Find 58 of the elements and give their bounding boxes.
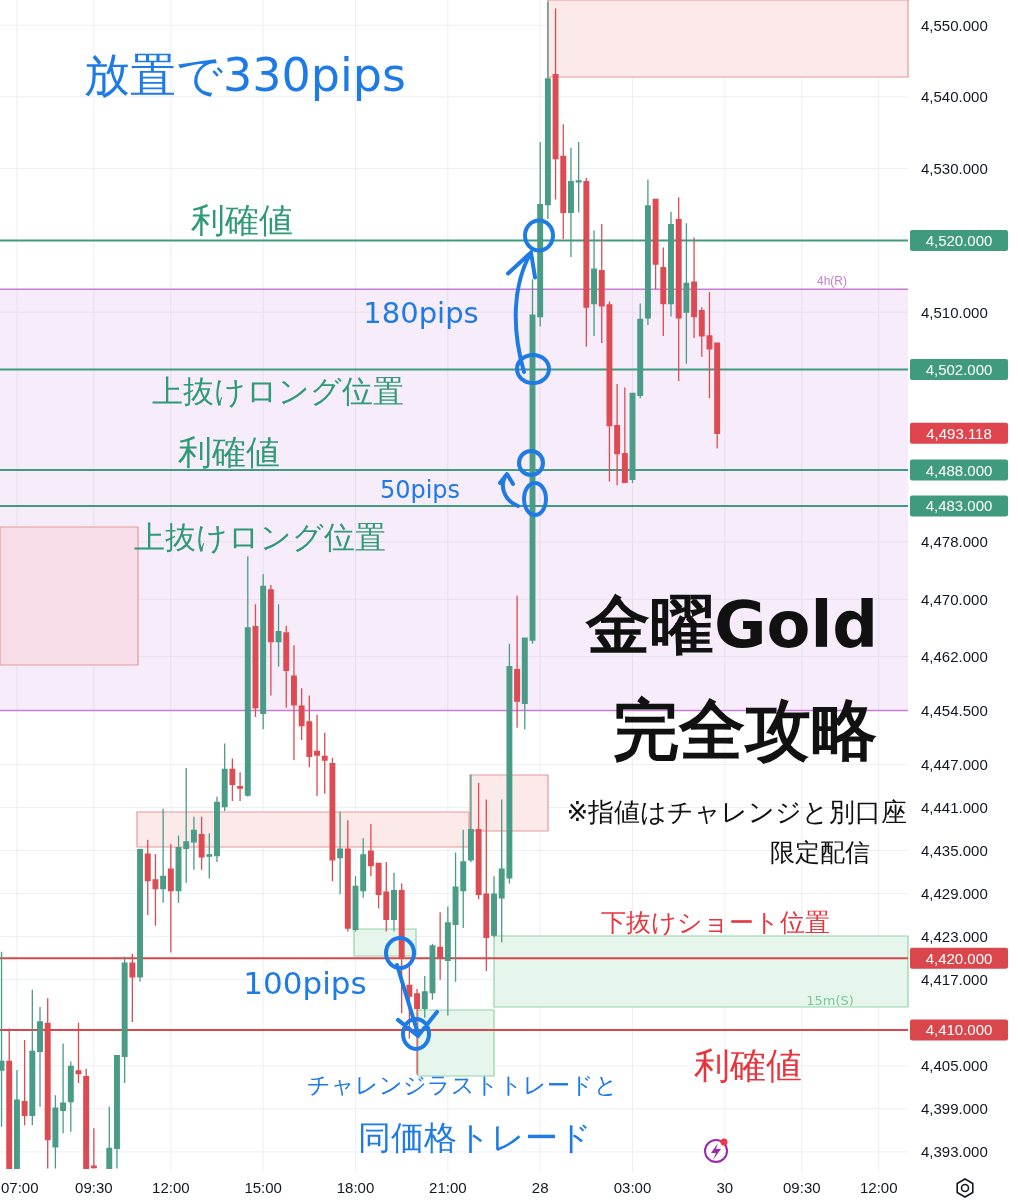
y-tick-label: 4,405.000	[921, 1057, 988, 1075]
x-tick-label: 15:00	[244, 1179, 282, 1196]
annotation: 4,493.118	[910, 422, 1008, 444]
annotation: 100pips	[243, 965, 367, 1001]
ref-line-label: 4,520.000	[925, 231, 993, 249]
ref-line-label: 4,502.000	[925, 361, 993, 379]
annotation: 放置で330pips	[84, 48, 406, 102]
ref-line-label: 4,410.000	[910, 1019, 1008, 1041]
x-tick-label: 12:00	[152, 1179, 190, 1196]
y-tick-label: 4,447.000	[921, 755, 988, 773]
ref-line-label: 4,483.000	[925, 497, 993, 515]
ref-line-label: 4,483.000	[910, 495, 1008, 517]
annotation: 180pips	[363, 296, 479, 330]
annotation: 完全攻略	[613, 691, 877, 769]
ref-line-label: 4,520.000	[910, 229, 1008, 251]
annotation: 下抜けショート位置	[600, 907, 830, 937]
ref-line-label: 4,410.000	[925, 1021, 993, 1039]
annotation: チャレンジラストトレードと	[306, 1072, 618, 1098]
y-tick-label: 4,530.000	[921, 160, 988, 178]
annotation: 50pips	[379, 476, 461, 504]
y-tick-label: 4,423.000	[921, 928, 988, 946]
y-tick-label: 4,462.000	[921, 648, 988, 666]
ref-line-label: 4,488.000	[910, 459, 1008, 481]
annotation: 利確値	[191, 200, 293, 240]
ref-line-label: 4,420.000	[925, 949, 993, 967]
y-tick-label: 4,550.000	[921, 16, 988, 34]
annotation: 利確値	[694, 1044, 802, 1086]
x-tick-label: 07:00	[1, 1179, 39, 1196]
annotation: 同価格トレード	[358, 1117, 592, 1157]
x-tick-label: 09:30	[783, 1179, 821, 1196]
y-tick-label: 4,435.000	[921, 841, 988, 859]
x-tick-label: 12:00	[860, 1179, 898, 1196]
x-tick-label: 09:30	[75, 1179, 113, 1196]
annotation: 限定配信	[770, 837, 870, 867]
x-tick-label: 30	[716, 1179, 734, 1196]
annotation: ※指値はチャレンジと別口座	[566, 797, 908, 827]
y-tick-label: 4,470.000	[921, 590, 988, 608]
y-tick-label: 4,417.000	[921, 971, 988, 989]
ref-line-label: 4,502.000	[910, 359, 1008, 381]
band-label: 4h(R)	[817, 274, 847, 289]
x-tick-label: 21:00	[429, 1179, 467, 1196]
ref-line-label: 4,488.000	[925, 461, 993, 479]
y-tick-label: 4,510.000	[921, 303, 988, 321]
x-tick-label: 18:00	[336, 1179, 375, 1196]
y-tick-label: 4,393.000	[921, 1143, 988, 1161]
y-tick-label: 4,429.000	[921, 885, 988, 903]
ref-line-label: 4,420.000	[910, 947, 1008, 969]
y-tick-label: 4,399.000	[921, 1100, 988, 1118]
y-tick-label: 4,454.500	[921, 702, 988, 719]
annotation: 上抜けロング位置	[134, 519, 386, 555]
x-tick-label: 03:00	[613, 1179, 652, 1196]
x-tick-label: 28	[531, 1179, 549, 1196]
y-tick-label: 4,441.000	[921, 798, 988, 816]
y-tick-label: 4,540.000	[921, 88, 988, 106]
annotation: 利確値	[178, 432, 280, 472]
annotation: 金曜Gold	[585, 588, 879, 662]
annotation: 上抜けロング位置	[152, 373, 404, 409]
y-tick-label: 4,478.000	[921, 533, 988, 551]
